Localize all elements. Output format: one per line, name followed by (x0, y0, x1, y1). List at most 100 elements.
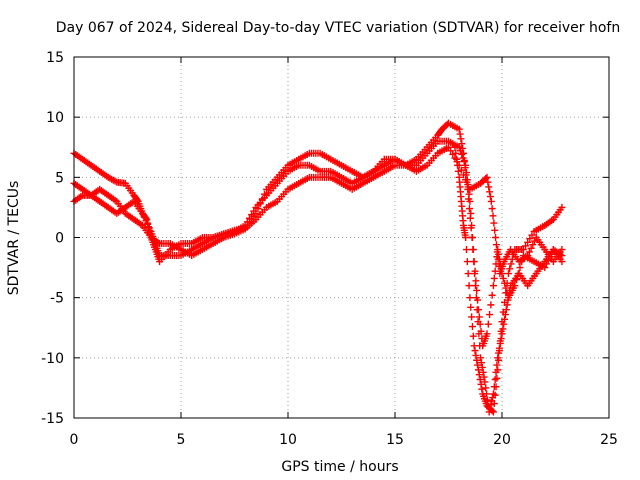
y-tick-label: -5 (50, 291, 64, 307)
data-point (484, 178, 492, 186)
data-point (468, 323, 476, 331)
data-point (503, 279, 511, 287)
data-point (140, 213, 148, 221)
data-point (475, 371, 483, 379)
data-point (466, 197, 474, 205)
data-point (474, 296, 482, 304)
data-point (447, 147, 455, 155)
data-point (464, 181, 472, 189)
data-point (472, 351, 480, 359)
data-point (548, 249, 556, 257)
data-point (508, 255, 516, 263)
data-point (458, 140, 466, 148)
data-point (465, 205, 473, 213)
x-axis-label: GPS time / hours (281, 459, 398, 475)
data-point (513, 276, 521, 284)
data-point (476, 320, 484, 328)
y-axis-label: SDTVAR / TECUs (6, 181, 22, 296)
data-point (456, 130, 464, 138)
data-point (142, 217, 150, 225)
data-point (487, 301, 495, 309)
data-point (558, 258, 566, 266)
data-point (491, 226, 499, 234)
data-point (489, 408, 497, 416)
data-point (462, 176, 470, 184)
x-tick-label: 0 (70, 432, 79, 448)
data-point (477, 327, 485, 335)
data-point (490, 274, 498, 282)
data-point (507, 260, 515, 268)
data-point (460, 158, 468, 166)
data-point (479, 368, 487, 376)
data-point (502, 289, 510, 297)
data-point (486, 193, 494, 201)
data-point (492, 383, 500, 391)
data-point (478, 385, 486, 393)
x-tick-label: 25 (600, 432, 618, 448)
data-point (452, 149, 460, 157)
x-tick-label: 10 (279, 432, 297, 448)
data-point (491, 391, 499, 399)
data-point (451, 143, 459, 151)
data-point (453, 155, 461, 163)
data-point (526, 235, 534, 243)
series-trace-3 (70, 143, 566, 278)
data-point (492, 241, 500, 249)
data-point (478, 363, 486, 371)
data-point (477, 354, 485, 362)
data-point (480, 373, 488, 381)
data-point (468, 221, 476, 229)
data-point (496, 337, 504, 345)
data-point (483, 173, 491, 181)
data-point (488, 291, 496, 299)
data-point (477, 359, 485, 367)
data-point (489, 390, 497, 398)
data-layer (70, 119, 566, 416)
data-point (467, 303, 475, 311)
data-point (464, 270, 472, 278)
data-point (501, 298, 509, 306)
data-point (488, 407, 496, 415)
data-point (487, 197, 495, 205)
y-tick-label: 0 (55, 231, 64, 247)
data-point (457, 135, 465, 143)
y-tick-label: 15 (46, 50, 64, 66)
data-point (458, 150, 466, 158)
y-tick-label: -10 (41, 351, 64, 367)
data-point (490, 400, 498, 408)
series-trace-1 (70, 119, 566, 416)
data-point (499, 274, 507, 282)
data-point (468, 313, 476, 321)
data-point (541, 264, 549, 272)
x-tick-label: 15 (386, 432, 404, 448)
x-tick-labels: 0 5 10 15 20 25 (70, 432, 618, 448)
data-point (514, 270, 522, 278)
data-point (488, 205, 496, 213)
data-point (470, 342, 478, 350)
data-point (475, 313, 483, 321)
data-point (524, 252, 532, 260)
data-point (495, 347, 503, 355)
data-point (528, 231, 536, 239)
data-point (462, 246, 470, 254)
data-point (462, 234, 470, 241)
data-point (474, 306, 482, 314)
grid-layer (74, 57, 609, 418)
data-point (531, 237, 539, 245)
data-point (558, 246, 566, 254)
y-tick-labels: -15 -10 -5 0 5 10 15 (41, 50, 64, 427)
data-point (489, 282, 497, 290)
series-trace-4 (451, 143, 566, 416)
data-point (504, 270, 512, 278)
data-point (248, 211, 256, 219)
data-point (490, 219, 498, 227)
data-point (510, 250, 518, 258)
data-point (543, 260, 551, 268)
data-point (482, 384, 490, 392)
y-tick-label: 5 (55, 170, 64, 186)
data-point (494, 255, 502, 263)
y-tick-label: 10 (46, 110, 64, 126)
data-point (468, 234, 476, 241)
data-point (482, 175, 490, 183)
